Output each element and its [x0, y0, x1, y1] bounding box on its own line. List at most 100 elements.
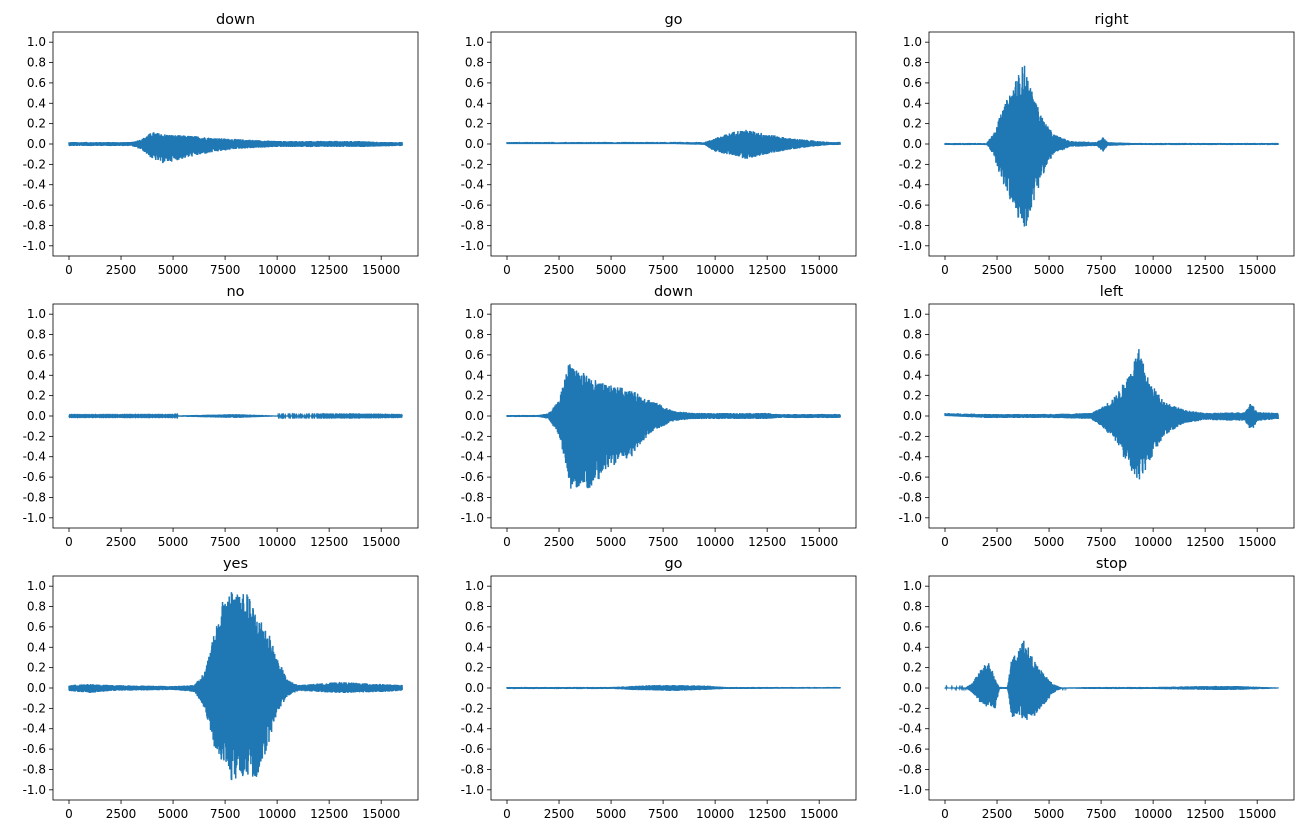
y-tick-label: -0.2 [461, 157, 484, 171]
y-tick-label: 0.4 [903, 368, 922, 382]
y-tick-label: 0.8 [903, 600, 922, 614]
y-tick-label: -0.4 [899, 722, 922, 736]
x-tick-label: 7500 [210, 535, 241, 549]
y-tick-label: -0.4 [461, 450, 484, 464]
y-tick-label: 1.0 [903, 307, 922, 321]
x-tick-label: 10000 [696, 263, 734, 277]
y-tick-label: 0.4 [27, 368, 46, 382]
y-tick-label: -1.0 [461, 783, 484, 797]
x-tick-label: 7500 [648, 535, 679, 549]
y-tick-label: -0.6 [23, 742, 46, 756]
subplot-2: go -1.0 -0.8 -0.6 -0.4 -0.2 0.0 0.2 0.4 0.6 0.8 1.0… [461, 12, 857, 277]
y-tick-label: -0.8 [899, 218, 922, 232]
y-tick-label: 0.0 [27, 137, 46, 151]
y-tick-label: -1.0 [899, 511, 922, 525]
y-tick-label: -0.2 [23, 429, 46, 443]
y-tick-label: -0.6 [899, 198, 922, 212]
x-tick-label: 2500 [982, 807, 1013, 821]
x-tick-label: 2500 [544, 263, 575, 277]
y-tick-label: -1.0 [899, 783, 922, 797]
y-tick-label: -0.8 [899, 762, 922, 776]
y-tick-label: -0.2 [899, 429, 922, 443]
x-tick-label: 10000 [258, 807, 296, 821]
x-tick-label: 2500 [982, 535, 1013, 549]
y-tick-label: 1.0 [27, 307, 46, 321]
y-tick-label: 0.8 [903, 328, 922, 342]
x-tick-label: 5000 [596, 263, 627, 277]
x-tick-label: 10000 [696, 807, 734, 821]
x-tick-label: 7500 [1086, 535, 1117, 549]
y-tick-label: -1.0 [23, 511, 46, 525]
subplot-title: yes [223, 556, 248, 572]
waveform-line [944, 349, 1279, 480]
y-tick-label: -0.8 [23, 490, 46, 504]
x-tick-label: 10000 [1134, 807, 1172, 821]
y-tick-label: 0.6 [903, 620, 922, 634]
y-tick-label: 0.6 [465, 620, 484, 634]
waveform-line [944, 65, 1279, 227]
x-tick-label: 12500 [748, 263, 786, 277]
y-tick-label: 0.6 [27, 348, 46, 362]
y-tick-label: 0.0 [27, 681, 46, 695]
x-tick-label: 10000 [258, 535, 296, 549]
y-tick-label: -1.0 [461, 511, 484, 525]
y-tick-label: 0.4 [465, 96, 484, 110]
x-tick-label: 10000 [1134, 263, 1172, 277]
y-tick-label: 0.4 [465, 368, 484, 382]
y-tick-label: -0.2 [899, 157, 922, 171]
subplot-title: down [654, 284, 693, 300]
y-tick-label: 0.2 [903, 389, 922, 403]
x-tick-label: 15000 [800, 807, 838, 821]
x-tick-label: 0 [65, 263, 73, 277]
x-tick-label: 0 [941, 807, 949, 821]
y-tick-label: 0.4 [903, 640, 922, 654]
y-tick-label: -0.4 [23, 450, 46, 464]
x-tick-label: 12500 [1186, 263, 1224, 277]
y-tick-label: 0.8 [27, 328, 46, 342]
x-tick-label: 15000 [362, 807, 400, 821]
x-tick-label: 0 [503, 263, 511, 277]
x-tick-label: 7500 [648, 807, 679, 821]
x-tick-label: 7500 [210, 807, 241, 821]
subplot-title: no [226, 284, 244, 300]
waveform-line [68, 592, 403, 781]
y-tick-label: 0.2 [465, 117, 484, 131]
y-tick-label: -0.6 [899, 742, 922, 756]
y-tick-label: -0.2 [461, 429, 484, 443]
x-tick-label: 15000 [800, 263, 838, 277]
y-tick-label: 0.2 [27, 661, 46, 675]
y-tick-label: -0.4 [23, 722, 46, 736]
x-tick-label: 2500 [106, 535, 137, 549]
y-tick-label: -0.2 [23, 157, 46, 171]
subplot-6: left -1.0 -0.8 -0.6 -0.4 -0.2 0.0 0.2 0.4 0.6 0.8 1… [899, 284, 1295, 549]
y-tick-label: -0.4 [461, 178, 484, 192]
y-tick-label: 0.6 [465, 76, 484, 90]
x-tick-label: 5000 [158, 535, 189, 549]
y-tick-label: -0.4 [23, 178, 46, 192]
y-tick-label: 0.0 [465, 681, 484, 695]
y-tick-label: 0.0 [903, 409, 922, 423]
y-tick-label: 1.0 [903, 35, 922, 49]
x-tick-label: 5000 [1034, 263, 1065, 277]
x-tick-label: 5000 [1034, 535, 1065, 549]
x-tick-label: 12500 [748, 807, 786, 821]
x-tick-label: 10000 [696, 535, 734, 549]
y-tick-label: -0.4 [461, 722, 484, 736]
x-tick-label: 10000 [1134, 535, 1172, 549]
y-tick-label: 0.6 [903, 348, 922, 362]
y-tick-label: -0.6 [461, 198, 484, 212]
y-tick-label: -1.0 [23, 783, 46, 797]
x-tick-label: 2500 [982, 263, 1013, 277]
y-tick-label: 0.4 [27, 640, 46, 654]
subplot-5: down -1.0 -0.8 -0.6 -0.4 -0.2 0.0 0.2 0.4 0.6 0.8 1… [461, 284, 857, 549]
y-tick-label: 0.8 [465, 328, 484, 342]
y-tick-label: 1.0 [465, 307, 484, 321]
y-tick-label: 0.4 [27, 96, 46, 110]
y-tick-label: 1.0 [465, 579, 484, 593]
x-tick-label: 12500 [1186, 535, 1224, 549]
subplot-9: stop -1.0 -0.8 -0.6 -0.4 -0.2 0.0 0.2 0.4 0.6 0.8 1… [899, 556, 1295, 821]
x-tick-label: 15000 [362, 263, 400, 277]
waveform-line [506, 364, 841, 489]
y-tick-label: -0.8 [461, 218, 484, 232]
